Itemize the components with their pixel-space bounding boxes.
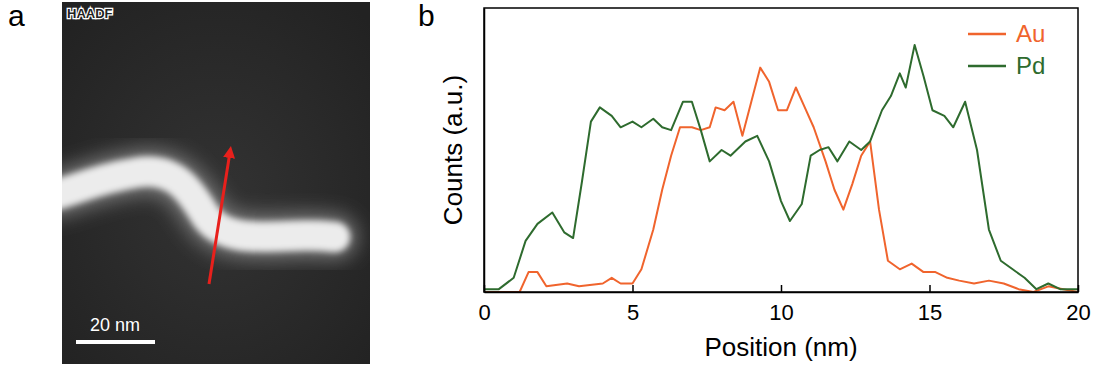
x-tick-mark: [1078, 285, 1080, 292]
x-tick: 5: [627, 285, 639, 325]
x-axis: 0 5 10 15 20: [478, 285, 1090, 325]
profile-line: [484, 68, 1078, 292]
legend-label: Au: [1016, 20, 1045, 47]
x-axis-title: Position (nm): [704, 332, 857, 362]
figure: a HAADF 20 nm b 0 5 10 15 20 Position (nm) Counts …: [0, 0, 1107, 372]
x-tick-label: 10: [769, 300, 793, 325]
scale-bar-label: 20 nm: [90, 315, 140, 335]
scale-bar: [76, 340, 155, 344]
profile-arrow: [209, 152, 230, 284]
nanorod: [62, 172, 335, 237]
legend-swatch: [968, 33, 1006, 36]
x-tick-mark: [781, 285, 783, 292]
x-tick-label: 20: [1066, 300, 1090, 325]
panel-a: a HAADF 20 nm: [8, 0, 370, 364]
legend: Au Pd: [968, 20, 1045, 79]
x-tick-label: 5: [627, 300, 639, 325]
micrograph: [62, 2, 370, 364]
x-tick-mark: [929, 285, 931, 292]
y-axis-title: Counts (a.u.): [438, 75, 468, 225]
x-tick-label: 15: [918, 300, 942, 325]
panel-label: b: [418, 0, 435, 32]
plot-frame: [484, 8, 1078, 292]
rod-glow: [62, 172, 335, 237]
y-axis-line: [484, 9, 486, 293]
panel-b: b 0 5 10 15 20 Position (nm) Counts (a.u.) Au Pd: [418, 0, 1091, 362]
image-badge: HAADF: [67, 6, 113, 21]
x-tick-mark: [632, 285, 634, 292]
x-tick-label: 0: [478, 300, 490, 325]
x-tick: 10: [769, 285, 793, 325]
x-tick: 20: [1066, 285, 1090, 325]
profile-line: [484, 45, 1078, 289]
plot-lines: [484, 45, 1078, 292]
x-tick: 15: [918, 285, 942, 325]
y-axis: [484, 9, 485, 293]
legend-swatch: [968, 65, 1006, 68]
legend-label: Pd: [1016, 52, 1045, 79]
panel-label: a: [8, 0, 25, 32]
